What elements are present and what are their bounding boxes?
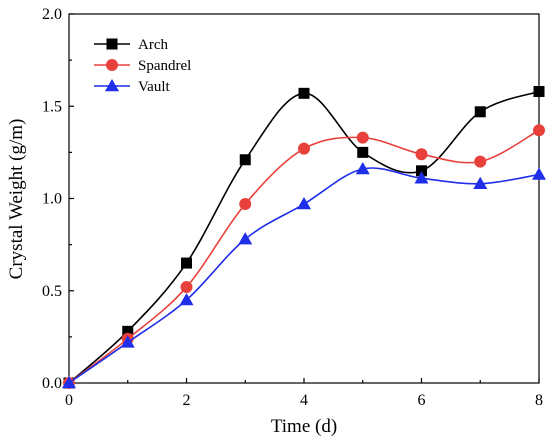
y-tick-label: 0.5 — [42, 283, 62, 300]
legend: Arch Spandrel Vault — [94, 37, 191, 95]
legend-marker-vault — [105, 79, 119, 92]
x-tick-label: 2 — [183, 392, 191, 409]
legend-item-arch: Arch — [94, 37, 168, 53]
data-point-arch — [416, 165, 427, 177]
data-point-arch — [357, 146, 369, 158]
data-point-arch — [298, 87, 310, 99]
legend-marker-arch — [106, 38, 118, 50]
data-point-arch — [533, 85, 545, 97]
y-tick-label: 1.5 — [42, 98, 62, 115]
data-point-vault — [179, 292, 194, 306]
series-line-vault — [68, 167, 540, 384]
data-point-vault — [473, 176, 488, 189]
data-point-vault — [355, 161, 370, 175]
data-point-spandrel — [415, 148, 428, 161]
series-arch — [63, 85, 545, 389]
data-point-spandrel — [356, 131, 369, 144]
y-tick-label: 1.0 — [42, 191, 62, 208]
x-tick-label: 4 — [300, 392, 308, 409]
data-point-arch — [474, 106, 486, 118]
series-line-spandrel — [68, 129, 540, 384]
data-point-arch — [239, 154, 251, 166]
legend-item-spandrel: Spandrel — [94, 58, 191, 74]
legend-label-arch: Arch — [138, 37, 168, 53]
data-point-vault — [297, 197, 311, 210]
x-axis-title: Time (d) — [271, 416, 337, 437]
legend-label-vault: Vault — [138, 79, 170, 95]
legend-item-vault: Vault — [94, 79, 170, 95]
y-tick-label: 2.0 — [42, 6, 62, 23]
data-point-vault — [62, 376, 76, 389]
series-line-arch — [68, 90, 540, 384]
data-point-arch — [122, 325, 134, 337]
data-point-vault — [238, 232, 253, 245]
legend-marker-spandrel — [106, 59, 118, 71]
data-point-spandrel — [239, 198, 252, 211]
data-point-vault — [414, 171, 429, 184]
data-point-spandrel — [474, 155, 487, 168]
x-tick-label: 0 — [65, 392, 73, 409]
data-point-spandrel — [298, 142, 310, 155]
series-layer — [62, 85, 546, 389]
y-axis-title: Crystal Weight (g/m) — [6, 119, 27, 280]
data-point-spandrel — [533, 124, 545, 137]
data-point-spandrel — [180, 281, 193, 294]
y-tick-label: 0.0 — [42, 375, 62, 392]
series-spandrel — [63, 124, 545, 389]
series-vault — [62, 161, 546, 389]
data-point-vault — [532, 167, 546, 180]
data-point-arch — [181, 257, 192, 269]
legend-label-spandrel: Spandrel — [138, 58, 191, 74]
x-tick-label: 6 — [418, 392, 426, 409]
x-tick-label: 8 — [535, 392, 543, 409]
data-point-vault — [120, 335, 135, 348]
